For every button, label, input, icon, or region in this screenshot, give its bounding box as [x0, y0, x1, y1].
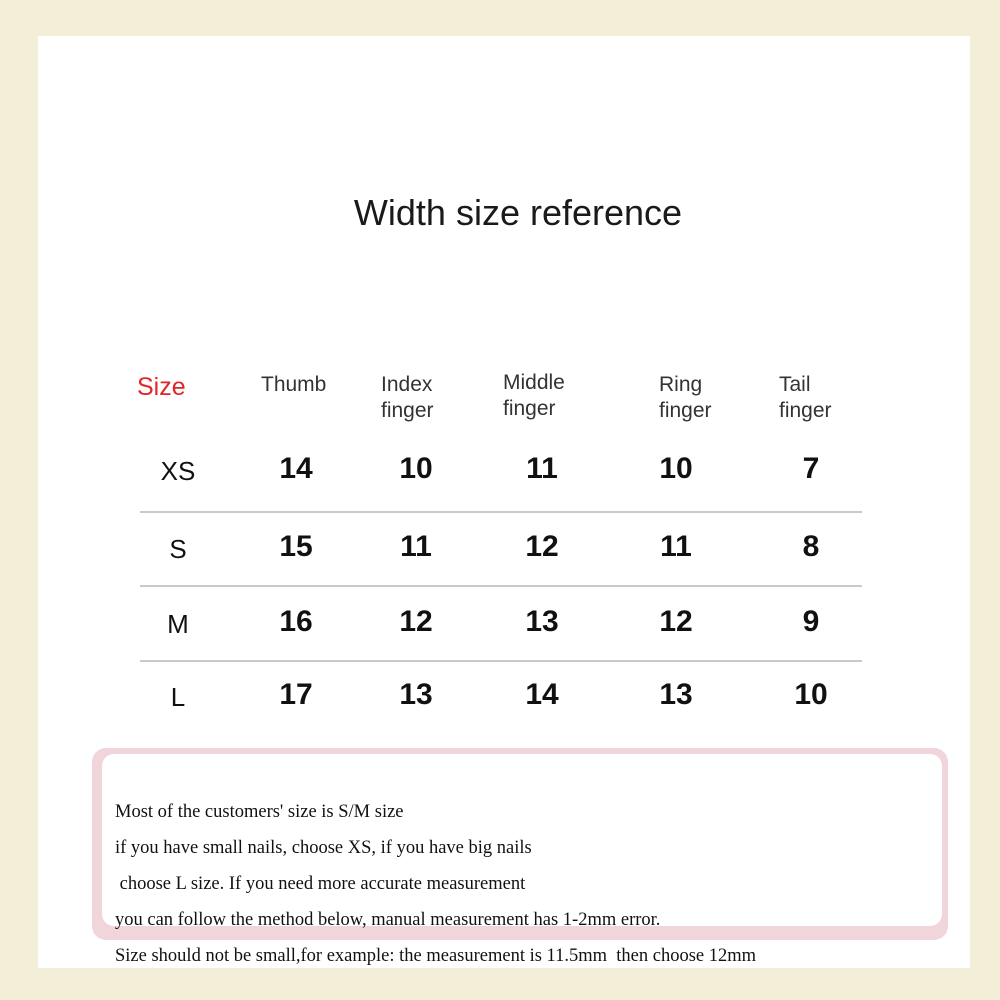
width-value: 11	[660, 530, 692, 563]
width-value: 13	[525, 605, 559, 638]
width-value: 16	[279, 605, 313, 638]
width-value: 14	[279, 452, 313, 485]
note-line: if you have small nails, choose XS, if y…	[115, 838, 532, 858]
page-title: Width size reference	[353, 192, 683, 233]
width-value: 10	[659, 452, 693, 485]
size-label: L	[170, 682, 186, 712]
size-label: M	[167, 609, 189, 639]
width-value: 8	[802, 530, 820, 563]
size-column-header: Size	[137, 373, 186, 401]
note-text: Most of the customers' size is S/M size …	[115, 785, 756, 983]
row-divider	[140, 511, 862, 513]
row-divider	[140, 585, 862, 587]
finger-column-header: Middle finger	[503, 371, 565, 420]
finger-column-header: Tail finger	[779, 373, 832, 422]
note-line: choose L size. If you need more accurate…	[115, 874, 526, 894]
width-value: 12	[399, 605, 433, 638]
width-value: 14	[525, 678, 559, 711]
note-line: Size should not be small,for example: th…	[115, 946, 757, 966]
width-value: 7	[802, 452, 820, 485]
row-divider	[140, 660, 862, 662]
finger-column-header: Thumb	[261, 373, 327, 396]
note-line: Most of the customers' size is S/M size	[115, 802, 404, 822]
size-label: S	[169, 534, 187, 564]
width-value: 12	[525, 530, 559, 563]
width-value: 13	[659, 678, 693, 711]
width-value: 15	[279, 530, 313, 563]
width-value: 9	[802, 605, 820, 638]
width-value: 10	[399, 452, 433, 485]
note-line: you can follow the method below, manual …	[115, 910, 661, 930]
width-value: 10	[794, 678, 828, 711]
width-value: 11	[400, 530, 432, 563]
width-value: 13	[399, 678, 433, 711]
width-value: 17	[279, 678, 313, 711]
finger-column-header: Index finger	[381, 373, 434, 422]
width-value: 12	[659, 605, 693, 638]
size-label: XS	[160, 456, 196, 486]
note-box	[102, 754, 942, 926]
finger-column-header: Ring finger	[659, 373, 712, 422]
width-value: 11	[526, 452, 558, 485]
